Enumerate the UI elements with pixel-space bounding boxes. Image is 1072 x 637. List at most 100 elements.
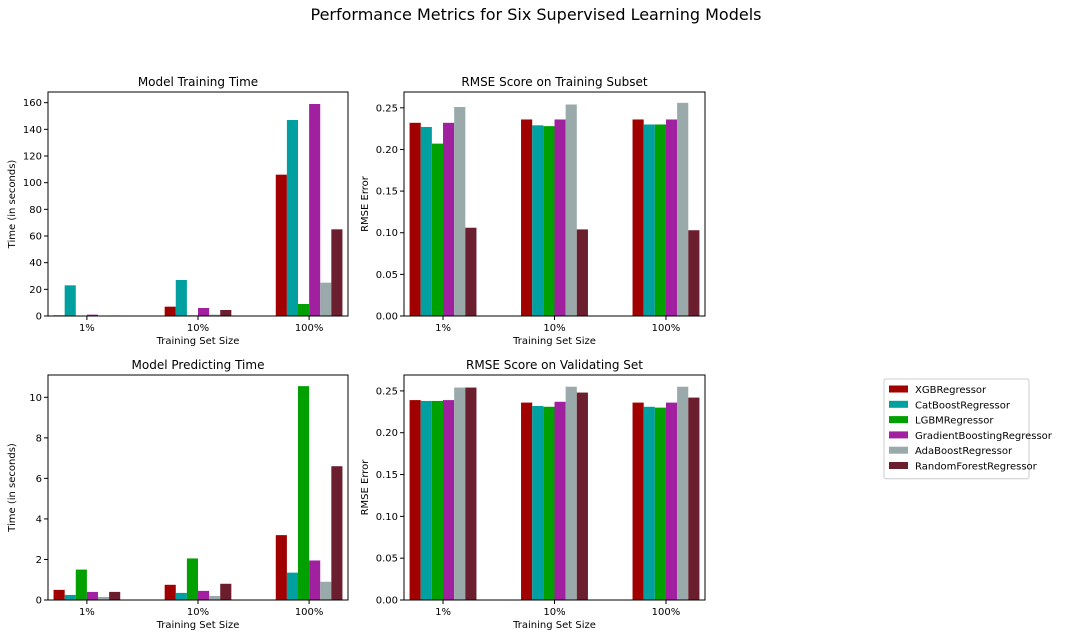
bar-LGBMRegressor-100% bbox=[654, 124, 666, 316]
subplot-2: 0.00 0.05 0.10 0.15 0.20 0.25 1% 10% 100% RMSE Sc… bbox=[360, 75, 706, 347]
y-tick-label: 80 bbox=[29, 205, 42, 216]
bar-LGBMRegressor-100% bbox=[298, 386, 310, 600]
legend-swatch bbox=[889, 462, 908, 469]
y-tick-label: 0.15 bbox=[376, 470, 398, 481]
y-tick-label: 60 bbox=[29, 232, 42, 243]
x-axis-label: Training Set Size bbox=[156, 336, 240, 347]
bar-AdaBoostRegressor-1% bbox=[98, 596, 110, 600]
x-axis-ticks: 1% 10% 100% bbox=[435, 600, 680, 618]
bar-CatBoostRegressor-1% bbox=[64, 594, 76, 600]
bar-LGBMRegressor-10% bbox=[543, 406, 555, 600]
y-axis-ticks: 0 2 4 6 8 10 bbox=[29, 393, 48, 607]
bars bbox=[409, 102, 700, 317]
y-tick-label: 0 bbox=[36, 596, 42, 607]
bar-AdaBoostRegressor-100% bbox=[320, 282, 332, 316]
legend-label: CatBoostRegressor bbox=[915, 400, 1011, 411]
bar-RandomForestRegressor-10% bbox=[220, 583, 232, 600]
bar-GradientBoostingRegressor-1% bbox=[443, 400, 455, 600]
bar-LGBMRegressor-1% bbox=[75, 569, 87, 600]
x-axis-label: Training Set Size bbox=[156, 620, 240, 631]
x-tick-label: 10% bbox=[187, 607, 209, 618]
bar-LGBMRegressor-1% bbox=[431, 400, 444, 600]
bar-CatBoostRegressor-10% bbox=[532, 405, 544, 600]
bar-XGBRegressor-10% bbox=[164, 306, 176, 316]
bar-CatBoostRegressor-10% bbox=[175, 592, 187, 600]
bar-XGBRegressor-10% bbox=[164, 584, 176, 600]
legend-label: XGBRegressor bbox=[915, 385, 987, 396]
bar-AdaBoostRegressor-100% bbox=[677, 102, 689, 316]
y-axis-ticks: 0 20 40 60 80 100 120 140 160 bbox=[23, 98, 48, 323]
bar-GradientBoostingRegressor-100% bbox=[665, 119, 678, 316]
y-tick-label: 0.05 bbox=[376, 270, 398, 281]
bar-AdaBoostRegressor-10% bbox=[565, 386, 577, 600]
legend-frame bbox=[883, 378, 1030, 480]
y-axis-ticks: 0.00 0.05 0.10 0.15 0.20 0.25 bbox=[376, 103, 404, 323]
legend-swatch bbox=[889, 416, 908, 424]
subplot-title: Model Predicting Time bbox=[132, 358, 265, 372]
figure-title: Performance Metrics for Six Supervised L… bbox=[310, 5, 761, 24]
bar-GradientBoostingRegressor-10% bbox=[554, 119, 566, 316]
bar-RandomForestRegressor-1% bbox=[465, 387, 477, 600]
subplot-1: 0 20 40 60 80 100 120 140 160 1% 10% 100% Model Trai… bbox=[7, 75, 349, 347]
bar-XGBRegressor-100% bbox=[632, 119, 644, 316]
bar-CatBoostRegressor-100% bbox=[643, 406, 655, 600]
x-tick-label: 1% bbox=[435, 323, 451, 334]
bars bbox=[53, 104, 343, 316]
legend-item: AdaBoostRegressor bbox=[889, 446, 1013, 457]
bar-XGBRegressor-10% bbox=[521, 119, 533, 316]
axes-frame bbox=[403, 374, 706, 601]
subplot-title: RMSE Score on Validating Set bbox=[466, 358, 643, 372]
y-axis-label: Time (in seconds) bbox=[7, 443, 18, 533]
legend: XGBRegressor CatBoostRegressor LGBMRegress… bbox=[883, 378, 1053, 480]
y-tick-label: 4 bbox=[36, 514, 42, 525]
legend-swatch bbox=[889, 400, 908, 408]
bar-AdaBoostRegressor-1% bbox=[454, 387, 466, 600]
bar-GradientBoostingRegressor-10% bbox=[198, 308, 210, 316]
x-tick-label: 100% bbox=[295, 607, 324, 618]
axes-frame bbox=[403, 91, 706, 317]
x-axis-label: Training Set Size bbox=[512, 336, 596, 347]
subplot-title: Model Training Time bbox=[138, 75, 258, 89]
x-tick-label: 100% bbox=[295, 323, 324, 334]
bar-GradientBoostingRegressor-1% bbox=[86, 591, 98, 600]
bar-XGBRegressor-1% bbox=[409, 122, 421, 316]
bar-AdaBoostRegressor-10% bbox=[565, 104, 577, 317]
y-tick-label: 0.25 bbox=[376, 386, 398, 397]
bar-XGBRegressor-10% bbox=[521, 402, 533, 600]
axes-frame bbox=[47, 91, 349, 317]
bar-GradientBoostingRegressor-10% bbox=[198, 590, 210, 600]
x-tick-label: 1% bbox=[79, 607, 95, 618]
bar-LGBMRegressor-1% bbox=[431, 143, 444, 316]
bar-XGBRegressor-1% bbox=[53, 589, 65, 600]
y-tick-label: 0.20 bbox=[376, 428, 398, 439]
bar-CatBoostRegressor-10% bbox=[175, 280, 187, 316]
y-axis-label: Time (in seconds) bbox=[7, 160, 18, 250]
y-tick-label: 100 bbox=[23, 178, 42, 189]
bar-LGBMRegressor-100% bbox=[298, 304, 310, 316]
bar-CatBoostRegressor-100% bbox=[286, 572, 298, 600]
y-tick-label: 8 bbox=[36, 433, 42, 444]
y-tick-label: 0.25 bbox=[376, 103, 398, 114]
y-tick-label: 6 bbox=[36, 474, 42, 485]
bar-CatBoostRegressor-1% bbox=[420, 126, 432, 316]
bar-XGBRegressor-100% bbox=[632, 402, 644, 600]
bar-GradientBoostingRegressor-1% bbox=[86, 314, 98, 316]
x-axis-ticks: 1% 10% 100% bbox=[79, 316, 323, 334]
x-tick-label: 100% bbox=[652, 323, 681, 334]
x-axis-ticks: 1% 10% 100% bbox=[79, 600, 323, 618]
bar-GradientBoostingRegressor-10% bbox=[554, 401, 566, 600]
y-tick-label: 0.15 bbox=[376, 187, 398, 198]
subplot-title: RMSE Score on Training Subset bbox=[461, 75, 648, 89]
y-tick-label: 0.00 bbox=[376, 596, 398, 607]
y-axis-label: RMSE Error bbox=[360, 175, 371, 232]
legend-label: GradientBoostingRegressor bbox=[915, 431, 1053, 442]
y-tick-label: 0.10 bbox=[376, 512, 398, 523]
x-tick-label: 10% bbox=[187, 323, 209, 334]
x-tick-label: 10% bbox=[543, 607, 565, 618]
axes-frame bbox=[47, 374, 349, 601]
y-tick-label: 140 bbox=[23, 125, 42, 136]
legend-item: LGBMRegressor bbox=[889, 416, 994, 427]
y-tick-label: 40 bbox=[29, 258, 42, 269]
